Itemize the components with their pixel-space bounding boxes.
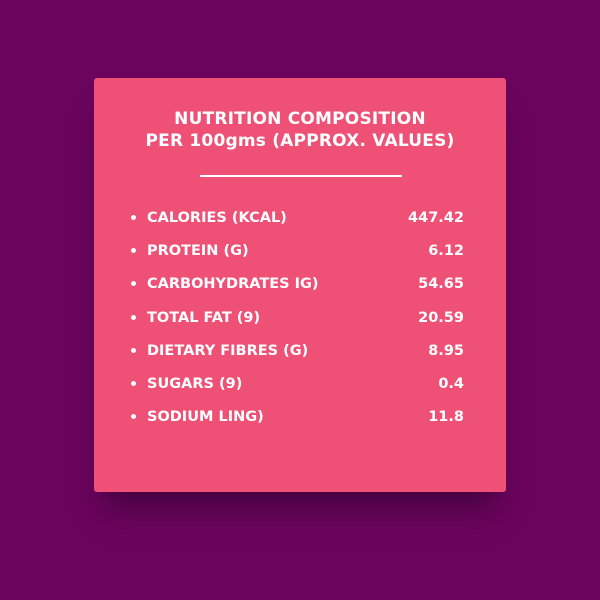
nutrient-label: CARBOHYDRATES IG) [147, 276, 319, 293]
nutrient-value: 20.59 [418, 309, 464, 326]
nutrient-value: 8.95 [428, 342, 464, 359]
title-line-2: PER 100gms (APPROX. VALUES) [145, 131, 455, 151]
bullet-icon [131, 314, 136, 320]
title-line-1: NUTRITION COMPOSITION [174, 109, 426, 129]
nutrient-value: 54.65 [418, 276, 464, 293]
nutrient-value: 447.42 [408, 210, 464, 226]
nutrition-row-sugars: SUGARS (9) 0.4 [94, 374, 506, 407]
nutrient-label: PROTEIN (G) [147, 243, 249, 260]
nutrient-label: SUGARS (9) [147, 375, 243, 392]
nutrition-row-protein: PROTEIN (G) 6.12 [94, 241, 506, 274]
nutrition-row-dietary-fibres: DIETARY FIBRES (G) 8.95 [94, 341, 506, 374]
bullet-icon [131, 347, 136, 353]
bullet-icon [131, 380, 136, 386]
nutrition-card: NUTRITION COMPOSITION PER 100gms (APPROX… [94, 78, 506, 492]
nutrition-list: CALORIES (KCAL) 447.42 PROTEIN (G) 6.12 … [94, 208, 506, 440]
bullet-icon [131, 281, 136, 287]
nutrient-label: SODIUM LING) [147, 409, 264, 426]
nutrient-label: DIETARY FIBRES (G) [147, 342, 309, 359]
title-divider [200, 175, 402, 177]
bullet-icon [131, 215, 136, 220]
nutrition-row-calories: CALORIES (KCAL) 447.42 [94, 208, 506, 241]
nutrient-label: TOTAL FAT (9) [147, 309, 261, 326]
nutrient-value: 0.4 [438, 375, 464, 392]
card-title: NUTRITION COMPOSITION PER 100gms (APPROX… [94, 108, 506, 152]
nutrition-row-carbohydrates: CARBOHYDRATES IG) 54.65 [94, 274, 506, 307]
bullet-icon [131, 248, 136, 254]
nutrition-row-total-fat: TOTAL FAT (9) 20.59 [94, 308, 506, 341]
nutrient-value: 6.12 [428, 243, 464, 260]
bullet-icon [131, 414, 136, 420]
nutrient-value: 11.8 [428, 409, 464, 426]
nutrient-label: CALORIES (KCAL) [147, 210, 287, 226]
nutrition-row-sodium: SODIUM LING) 11.8 [94, 407, 506, 440]
